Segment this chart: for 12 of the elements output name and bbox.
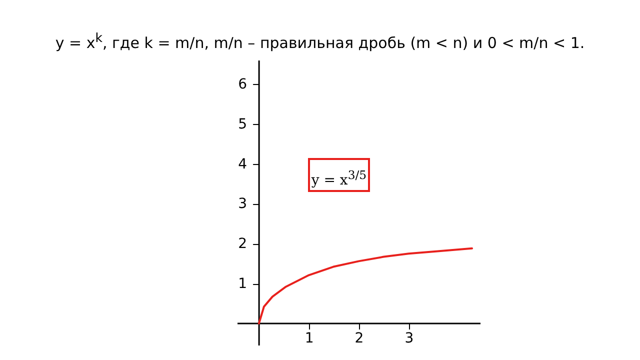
line-series xyxy=(258,247,474,324)
annotation: y = x$^{3/5}$ xyxy=(308,158,370,192)
x-tick-label: 2 xyxy=(354,330,364,347)
chart-title: y = x$^{k}$, где k = m/n, m/n – правильная дробь (m < n) и 0 < m/n < 1. xyxy=(54,30,586,52)
y-tick-label: 6 xyxy=(238,76,248,92)
y-tick-label: 2 xyxy=(238,236,248,252)
y-tick-label: 5 xyxy=(238,116,248,132)
y-tick-label: 4 xyxy=(238,156,248,172)
x-tick-label: 3 xyxy=(404,330,414,347)
y-tick-label: 3 xyxy=(238,196,248,212)
x-tick-label: 1 xyxy=(304,330,314,347)
y-tick-label: 1 xyxy=(238,276,248,292)
